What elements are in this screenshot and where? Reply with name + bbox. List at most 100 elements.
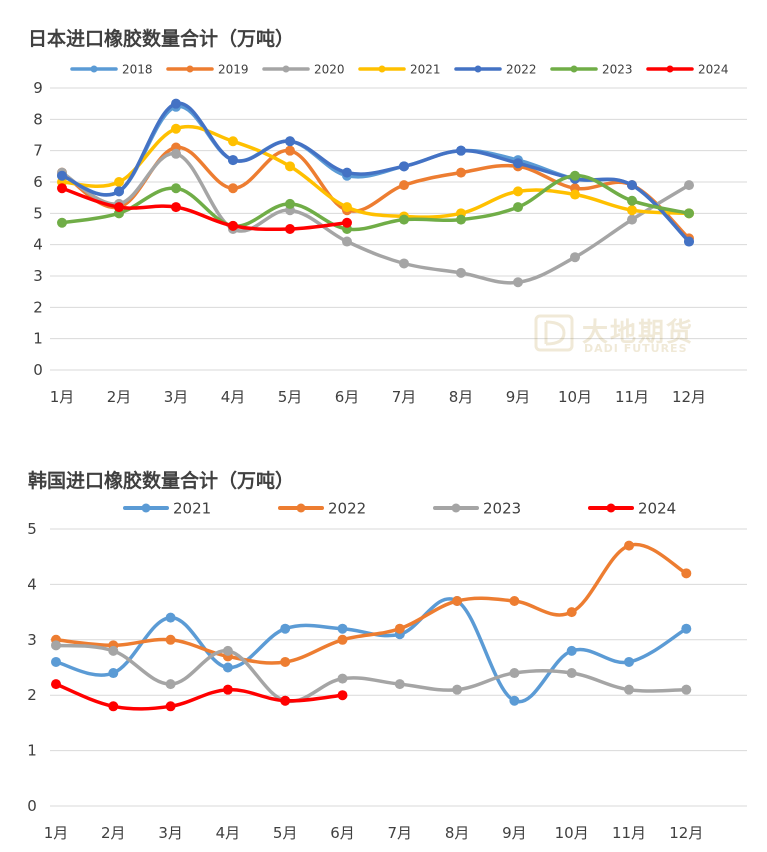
japan-point-2020 [399, 258, 409, 269]
japan-point-2021 [342, 202, 352, 213]
watermark-en: DADI FUTURES [584, 342, 688, 355]
japan-point-2022 [342, 167, 352, 178]
japan-legend-marker-2019 [186, 65, 194, 73]
japan-chart: 日本进口橡胶数量合计（万吨） 0 1 2 3 4 5 6 7 8 9 1月 2月 3月 4月 5月 6月 7月 8… [0, 0, 767, 420]
watermark-cn: 大地期货 [582, 318, 695, 348]
korea-point-2023 [222, 645, 233, 656]
korea-point-2021 [222, 662, 233, 673]
japan-point-2019 [399, 180, 409, 191]
korea-y-tick-label: 0 [27, 797, 37, 815]
japan-point-2022 [399, 161, 409, 172]
japan-point-2019 [456, 167, 466, 178]
korea-point-2022 [624, 540, 634, 551]
japan-series-line-2022 [60, 101, 691, 244]
japan-point-2023 [570, 170, 580, 181]
japan-point-2024 [228, 220, 238, 231]
japan-x-tick-label: 2月 [107, 388, 132, 406]
japan-point-2024 [171, 202, 181, 213]
korea-x-tick-label: 6月 [330, 824, 355, 842]
korea-legend-label-2024: 2024 [638, 499, 676, 517]
korea-legend-label-2021: 2021 [173, 499, 211, 517]
korea-point-2023 [51, 640, 61, 651]
korea-x-tick-label: 11月 [612, 824, 646, 842]
korea-point-2023 [108, 645, 119, 656]
japan-legend-marker-2021 [378, 65, 386, 73]
korea-legend-label-2023: 2023 [483, 499, 521, 517]
japan-series-line-2024 [60, 186, 349, 232]
korea-point-2021 [509, 695, 520, 706]
korea-point-2021 [681, 623, 692, 634]
korea-y-tick-label: 2 [27, 686, 37, 704]
korea-x-tick-label: 4月 [216, 824, 241, 842]
japan-point-2022 [456, 145, 466, 156]
korea-point-2024 [165, 701, 176, 712]
japan-x-tick-label: 5月 [278, 388, 303, 406]
japan-point-2024 [285, 224, 295, 234]
korea-point-2022 [452, 596, 463, 607]
japan-point-2023 [456, 214, 466, 225]
japan-x-tick-label: 10月 [558, 388, 592, 406]
japan-point-2021 [513, 186, 523, 197]
japan-point-2023 [684, 208, 694, 219]
korea-y-tick-label: 3 [27, 631, 37, 649]
japan-point-2020 [171, 148, 181, 159]
japan-legend-label-2018: 2018 [122, 62, 153, 76]
japan-point-2021 [570, 189, 580, 200]
japan-y-tick-label: 3 [33, 267, 43, 285]
japan-legend-marker-2018 [90, 65, 98, 73]
korea-series-line-2023 [54, 643, 689, 704]
japan-chart-title: 日本进口橡胶数量合计（万吨） [28, 28, 295, 50]
korea-point-2023 [681, 684, 692, 695]
korea-x-tick-label: 8月 [445, 824, 470, 842]
japan-legend-marker-2024 [666, 65, 674, 73]
japan-legend-label-2023: 2023 [602, 62, 633, 76]
korea-y-tick-label: 4 [27, 575, 37, 593]
japan-point-2022 [228, 155, 238, 166]
korea-legend-label-2022: 2022 [328, 499, 366, 517]
japan-point-2022 [285, 136, 295, 147]
korea-point-2022 [280, 656, 291, 667]
korea-x-tick-label: 3月 [158, 824, 183, 842]
japan-chart-plot: 0 1 2 3 4 5 6 7 8 9 1月 2月 3月 4月 5月 6月 7月 8月 9月 10月 11月 12月 201… [33, 62, 747, 406]
japan-point-2019 [228, 183, 238, 194]
korea-legend-marker-2022 [296, 503, 306, 513]
korea-point-2021 [566, 645, 577, 656]
japan-x-tick-label: 6月 [335, 388, 360, 406]
korea-x-tick-label: 7月 [388, 824, 413, 842]
korea-x-tick-label: 5月 [273, 824, 298, 842]
japan-legend-label-2019: 2019 [218, 62, 249, 76]
japan-y-tick-label: 6 [33, 173, 43, 191]
japan-point-2020 [627, 214, 637, 225]
japan-legend-label-2022: 2022 [506, 62, 537, 76]
korea-point-2021 [280, 623, 291, 634]
korea-point-2023 [624, 684, 634, 695]
korea-point-2023 [452, 684, 463, 695]
korea-legend-marker-2023 [451, 503, 461, 513]
korea-series-line-2021 [54, 597, 689, 704]
japan-point-2022 [513, 158, 523, 169]
korea-point-2024 [280, 695, 291, 706]
japan-y-tick-label: 2 [33, 298, 43, 316]
japan-legend-marker-2023 [570, 65, 578, 73]
japan-point-2024 [342, 217, 352, 228]
japan-point-2021 [171, 123, 181, 134]
korea-point-2021 [108, 668, 119, 679]
japan-series-line-2020 [60, 152, 691, 285]
japan-point-2020 [570, 252, 580, 263]
japan-point-2023 [627, 195, 637, 206]
korea-point-2024 [51, 679, 61, 690]
korea-series-line-2022 [54, 542, 689, 665]
japan-point-2021 [627, 205, 637, 216]
japan-point-2023 [399, 214, 409, 225]
korea-point-2024 [108, 701, 119, 712]
korea-point-2021 [51, 656, 61, 667]
japan-y-tick-label: 8 [33, 110, 43, 128]
japan-point-2019 [285, 145, 295, 156]
korea-x-tick-label: 1月 [44, 824, 69, 842]
japan-y-tick-label: 9 [33, 79, 43, 97]
japan-point-2021 [114, 177, 124, 187]
japan-x-tick-label: 11月 [615, 388, 649, 406]
korea-x-tick-label: 9月 [502, 824, 527, 842]
korea-x-tick-label: 2月 [101, 824, 126, 842]
korea-y-tick-label: 1 [27, 742, 37, 760]
